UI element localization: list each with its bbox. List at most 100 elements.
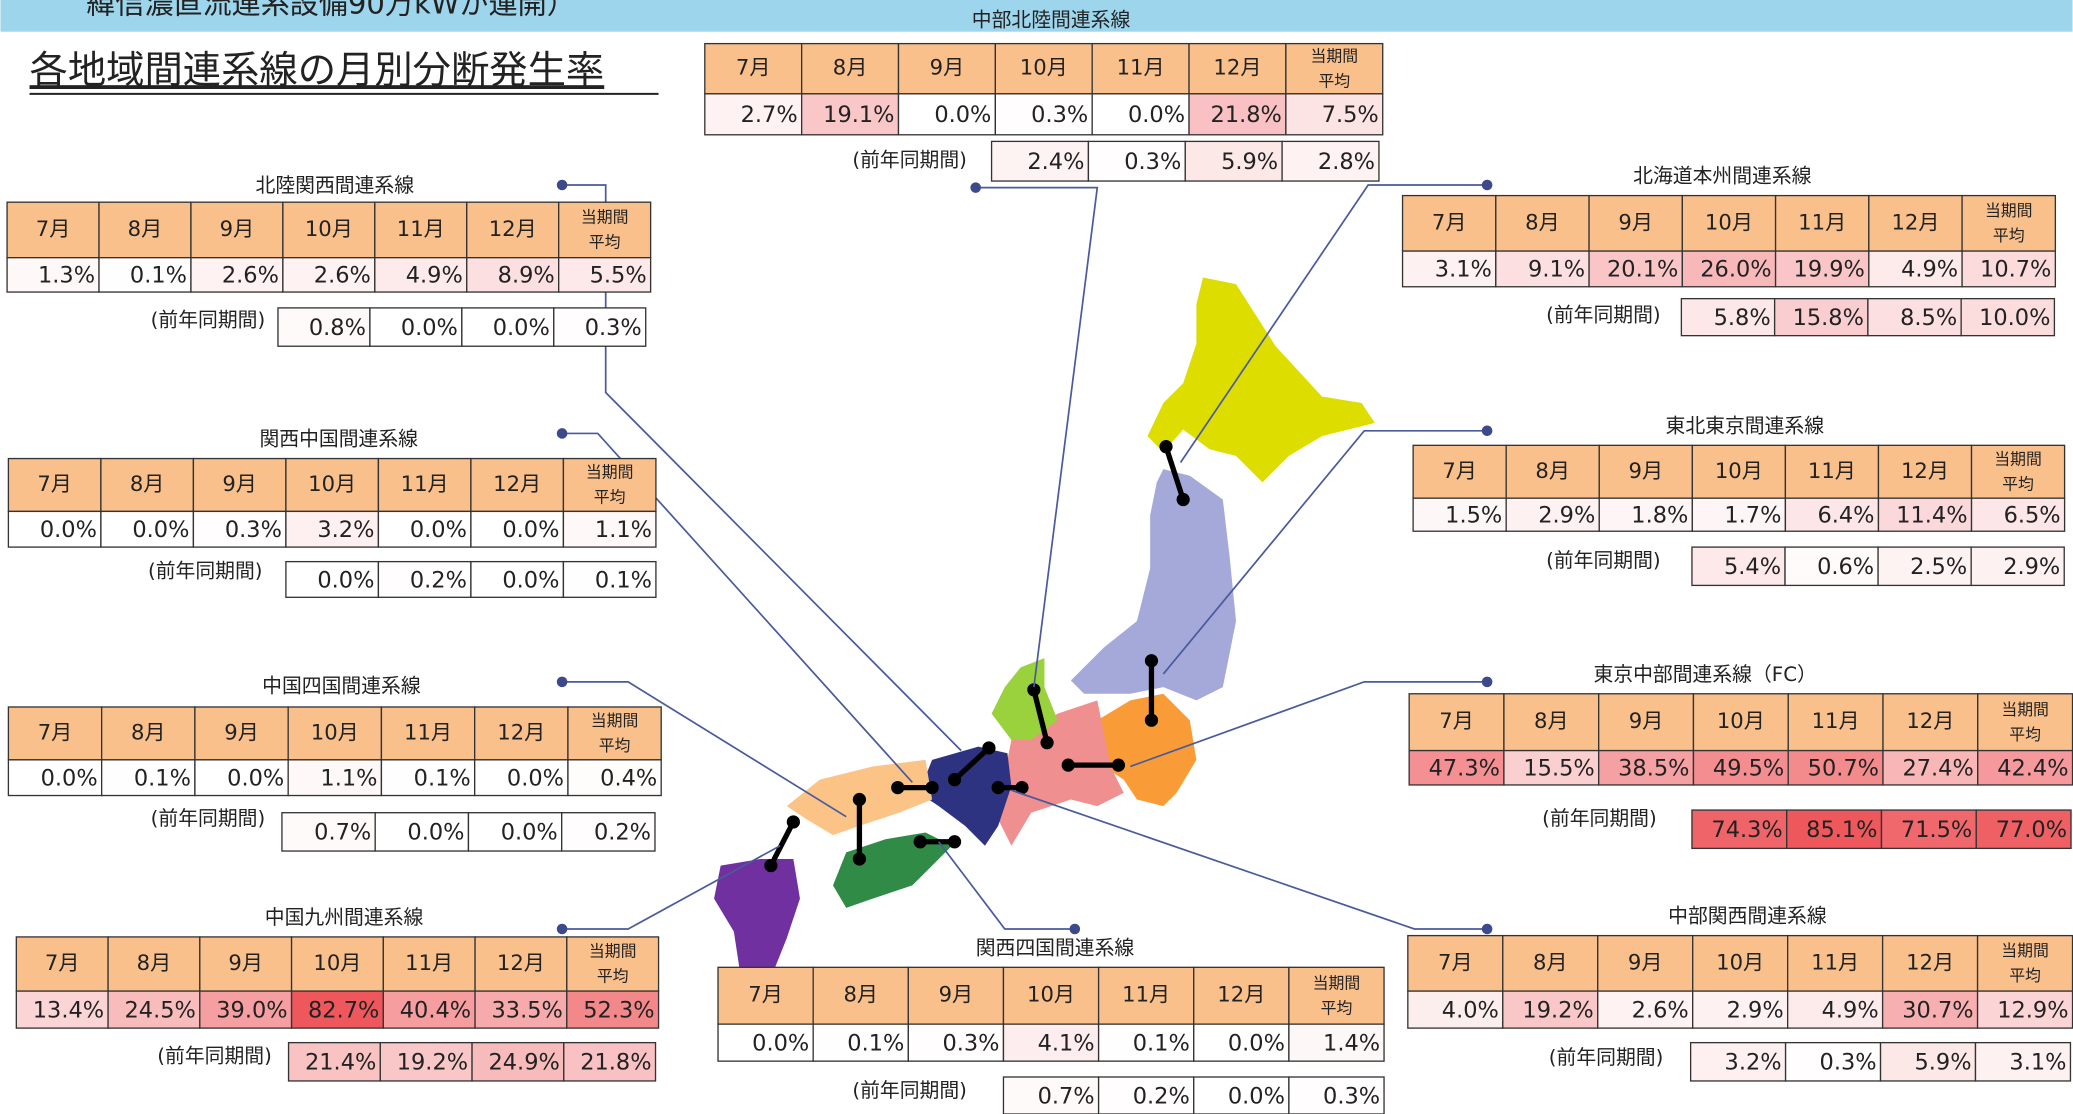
page-title: 各地域間連系線の月別分断発生率: [30, 48, 605, 93]
value-cell: [100, 759, 196, 797]
value-label: 0.1%: [414, 766, 471, 792]
prev-value-label: 24.9%: [488, 1050, 559, 1076]
prev-cell: [285, 560, 380, 598]
prev-cell: [553, 307, 647, 347]
value-cell: [100, 510, 195, 548]
value-label: 11.4%: [1896, 503, 1967, 529]
value-label: 2.6%: [222, 263, 279, 289]
value-cell: [1787, 990, 1884, 1029]
value-cell: [1412, 497, 1507, 532]
header-cell: [1193, 966, 1290, 1025]
leader-line: [975, 186, 1099, 688]
prev-label: (前年同期間): [148, 560, 263, 583]
prev-value-label: 2.4%: [1027, 149, 1084, 175]
value-cell: [107, 990, 201, 1029]
value-cell: [1002, 1023, 1100, 1062]
value-label: 4.9%: [406, 263, 463, 289]
value-label: 1.1%: [595, 517, 652, 543]
header-cell: [1787, 934, 1884, 992]
value-cell: [994, 93, 1093, 136]
header-label: 平均: [599, 736, 631, 755]
header-label: 10月: [1027, 982, 1075, 1007]
header-label: 12月: [1891, 209, 1939, 234]
value-label: 19.2%: [1522, 997, 1593, 1023]
header-label: 7月: [736, 55, 771, 80]
header-label: 12月: [493, 471, 541, 496]
value-label: 7.5%: [1322, 102, 1379, 128]
header-label: 11月: [1808, 458, 1856, 483]
prev-cell: [561, 812, 656, 852]
value-cell: [382, 990, 476, 1029]
header-label: 8月: [128, 216, 163, 241]
header-label: 10月: [305, 216, 353, 241]
leader-line: [1130, 681, 1488, 768]
header-cell: [562, 457, 657, 513]
interconnect-table: 中部関西間連系線 7月 4.0% 8月 19.2% 9月 2.6% 10月 2.9% 11月 4.9…: [1407, 905, 2073, 1082]
header-cell: [107, 936, 201, 992]
value-label: 0.0%: [934, 102, 991, 128]
prev-cell: [369, 307, 463, 347]
header-label: 8月: [1525, 209, 1560, 234]
value-label: 9.1%: [1528, 257, 1585, 283]
header-label: 9月: [222, 471, 257, 496]
prev-cell: [374, 812, 470, 852]
table-title: 東京中部間連系線（FC）: [1593, 663, 1816, 686]
value-cell: [1188, 93, 1287, 136]
header-label: 7月: [1438, 949, 1473, 974]
value-cell: [7, 510, 102, 548]
header-label: 11月: [1812, 708, 1860, 733]
value-label: 19.9%: [1794, 257, 1865, 283]
value-label: 1.3%: [38, 263, 95, 289]
value-label: 2.6%: [314, 263, 371, 289]
value-cell: [1877, 497, 1973, 532]
value-cell: [1503, 749, 1600, 786]
value-label: 15.5%: [1523, 756, 1594, 782]
value-cell: [704, 93, 803, 136]
value-label: 4.9%: [1822, 997, 1879, 1023]
header-label: 平均: [1993, 226, 2025, 245]
header-cell: [1691, 444, 1787, 499]
value-cell: [1976, 990, 2073, 1029]
value-label: 82.7%: [308, 997, 379, 1023]
value-cell: [1598, 749, 1695, 786]
header-label: 平均: [2009, 725, 2041, 744]
header-label: 7月: [38, 719, 73, 744]
kansai: [918, 746, 1012, 846]
header-label: 平均: [594, 488, 626, 507]
value-cell: [1097, 1023, 1195, 1062]
value-label: 0.0%: [40, 517, 97, 543]
prev-cell: [562, 560, 657, 598]
header-label: 10月: [311, 719, 359, 744]
header-label: 当期間: [581, 208, 629, 227]
tie-line: [952, 746, 991, 782]
prev-value-label: 0.0%: [407, 820, 464, 846]
header-cell: [382, 936, 476, 992]
value-label: 0.0%: [132, 517, 189, 543]
header-label: 11月: [405, 950, 453, 975]
prev-value-label: 0.8%: [309, 315, 366, 341]
prev-label: (前年同期間): [1546, 303, 1661, 326]
table-title: 中国九州間連系線: [265, 906, 424, 929]
header-cell: [100, 457, 195, 513]
header-label: 10月: [1020, 55, 1068, 80]
prev-value-label: 0.2%: [594, 820, 651, 846]
header-cell: [7, 457, 102, 513]
value-label: 33.5%: [492, 997, 563, 1023]
prev-value-label: 0.0%: [401, 315, 458, 341]
header-cell: [1188, 42, 1287, 95]
header-cell: [994, 42, 1093, 95]
value-cell: [1970, 497, 2066, 532]
header-label: 9月: [1618, 209, 1653, 234]
header-label: 12月: [1901, 458, 1949, 483]
interconnect-table: 関西四国間連系線 7月 0.0% 8月 0.1% 9月 0.3% 10月 4.1% 11月 0.1%…: [717, 936, 1385, 1114]
header-cell: [812, 966, 909, 1025]
prev-value-label: 3.1%: [2009, 1050, 2066, 1076]
tokyo: [1097, 693, 1197, 807]
header-cell: [470, 457, 565, 513]
prev-value-label: 0.3%: [1820, 1050, 1877, 1076]
value-cell: [377, 510, 472, 548]
header-cell: [1598, 693, 1695, 752]
prev-cell: [1880, 809, 1977, 850]
